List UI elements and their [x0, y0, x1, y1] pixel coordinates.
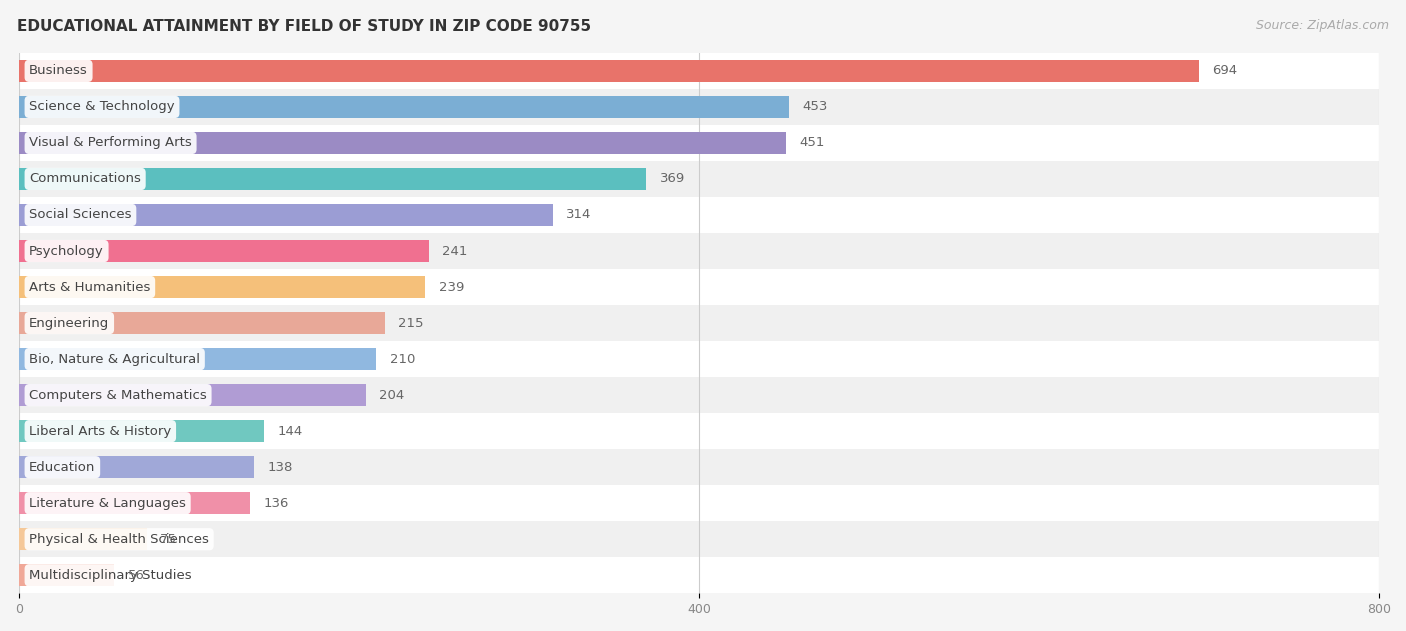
Text: 138: 138: [267, 461, 292, 474]
Bar: [20, 528, 146, 550]
Bar: [20, 89, 1379, 125]
Bar: [20, 348, 375, 370]
Text: 369: 369: [659, 172, 685, 186]
Bar: [20, 53, 1379, 89]
Text: Physical & Health Sciences: Physical & Health Sciences: [30, 533, 209, 546]
Bar: [20, 312, 384, 334]
Text: 239: 239: [439, 281, 464, 293]
Text: EDUCATIONAL ATTAINMENT BY FIELD OF STUDY IN ZIP CODE 90755: EDUCATIONAL ATTAINMENT BY FIELD OF STUDY…: [17, 19, 591, 34]
Bar: [20, 377, 1379, 413]
Bar: [20, 384, 366, 406]
Text: 136: 136: [264, 497, 290, 510]
Bar: [20, 233, 1379, 269]
Text: Engineering: Engineering: [30, 317, 110, 329]
Text: Literature & Languages: Literature & Languages: [30, 497, 186, 510]
Text: Business: Business: [30, 64, 89, 78]
Text: 210: 210: [389, 353, 415, 365]
Text: 144: 144: [277, 425, 302, 438]
Bar: [20, 456, 253, 478]
Bar: [20, 168, 647, 190]
Bar: [20, 204, 553, 226]
Bar: [20, 521, 1379, 557]
Bar: [20, 420, 264, 442]
Bar: [20, 341, 1379, 377]
Bar: [20, 269, 1379, 305]
Text: 241: 241: [443, 245, 468, 257]
Bar: [20, 197, 1379, 233]
Text: Visual & Performing Arts: Visual & Performing Arts: [30, 136, 193, 150]
Text: Bio, Nature & Agricultural: Bio, Nature & Agricultural: [30, 353, 200, 365]
Bar: [20, 276, 425, 298]
Text: Arts & Humanities: Arts & Humanities: [30, 281, 150, 293]
Text: Science & Technology: Science & Technology: [30, 100, 174, 114]
Bar: [20, 240, 429, 262]
Text: Psychology: Psychology: [30, 245, 104, 257]
Text: 56: 56: [128, 569, 145, 582]
Bar: [20, 565, 114, 586]
Bar: [20, 485, 1379, 521]
Bar: [20, 413, 1379, 449]
Text: 453: 453: [803, 100, 828, 114]
Text: 75: 75: [160, 533, 177, 546]
Text: 451: 451: [799, 136, 825, 150]
Text: Liberal Arts & History: Liberal Arts & History: [30, 425, 172, 438]
Text: Communications: Communications: [30, 172, 141, 186]
Bar: [20, 132, 786, 154]
Text: 314: 314: [567, 208, 592, 221]
Text: Social Sciences: Social Sciences: [30, 208, 132, 221]
Bar: [20, 449, 1379, 485]
Text: 215: 215: [398, 317, 423, 329]
Bar: [20, 125, 1379, 161]
Bar: [20, 557, 1379, 593]
Bar: [20, 305, 1379, 341]
Text: Education: Education: [30, 461, 96, 474]
Bar: [20, 161, 1379, 197]
Bar: [20, 60, 1199, 81]
Text: 204: 204: [380, 389, 405, 401]
Bar: [20, 96, 789, 118]
Text: Computers & Mathematics: Computers & Mathematics: [30, 389, 207, 401]
Text: Source: ZipAtlas.com: Source: ZipAtlas.com: [1256, 19, 1389, 32]
Text: Multidisciplinary Studies: Multidisciplinary Studies: [30, 569, 191, 582]
Text: 694: 694: [1212, 64, 1237, 78]
Bar: [20, 492, 250, 514]
